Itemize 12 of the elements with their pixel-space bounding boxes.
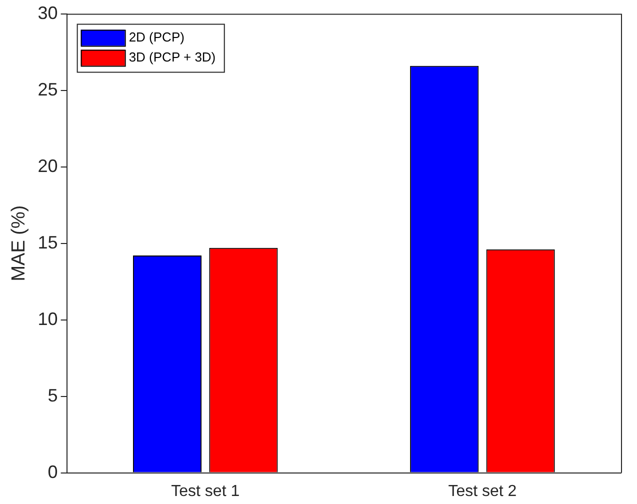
legend-label: 2D (PCP) — [128, 29, 184, 44]
y-tick-label: 30 — [38, 2, 58, 23]
y-tick-label: 10 — [38, 308, 58, 329]
y-axis-title: MAE (%) — [8, 205, 30, 282]
x-tick-label: Test set 1 — [171, 482, 240, 500]
y-tick-label: 25 — [38, 79, 58, 100]
legend-label: 3D (PCP + 3D) — [128, 49, 216, 64]
y-tick-label: 0 — [48, 462, 58, 482]
y-tick-label: 20 — [38, 156, 58, 176]
y-tick-label: 5 — [48, 385, 58, 406]
y-tick-label: 15 — [38, 232, 58, 252]
x-tick-label: Test set 2 — [448, 482, 517, 500]
